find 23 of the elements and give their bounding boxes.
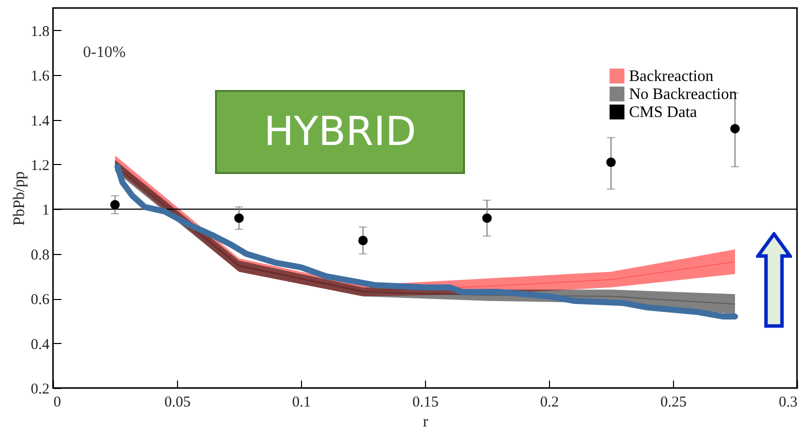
x-tick-label: 0.15 [412,394,439,410]
label-box: HYBRID [215,90,465,174]
y-tick-label: 0.6 [30,292,50,308]
y-tick-label: 1.4 [30,113,50,130]
y-tick-label: 1.6 [30,68,50,85]
y-tick-label: 0.8 [30,247,50,264]
legend-label: CMS Data [629,104,697,121]
y-axis-title: PbPb/pp [10,171,28,226]
y-tick-label: 0.4 [30,336,50,353]
x-tick-label: 0.05 [164,394,191,410]
annotation: 0-10% [83,44,126,61]
x-tick-label: 0 [54,394,61,410]
x-tick-label: 0.2 [540,394,559,410]
y-tick-label: 0.2 [30,382,50,398]
x-tick-label: 0.25 [660,394,687,410]
y-tick-label: 1.8 [30,24,50,40]
x-tick-label: 0.1 [292,394,311,410]
y-tick-label: 1 [42,202,50,219]
legend-label: No Backreaction [629,86,737,103]
x-tick-label: 0.3 [778,394,798,410]
y-tick-label: 1.2 [30,158,50,174]
x-axis-title: r [422,414,429,430]
legend-label: Backreaction [629,68,714,85]
